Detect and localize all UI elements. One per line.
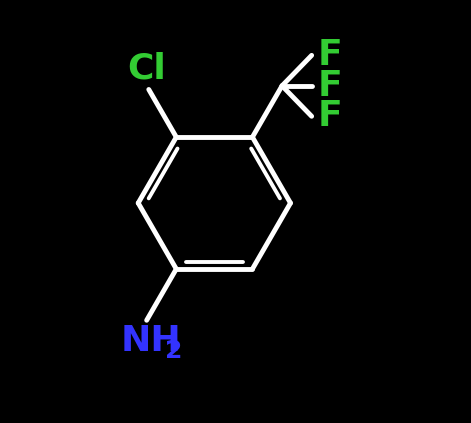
Text: F: F <box>318 38 343 72</box>
Text: F: F <box>318 69 343 103</box>
Text: F: F <box>318 99 343 133</box>
Text: Cl: Cl <box>127 51 166 85</box>
Text: 2: 2 <box>165 339 183 363</box>
Text: NH: NH <box>121 324 181 359</box>
